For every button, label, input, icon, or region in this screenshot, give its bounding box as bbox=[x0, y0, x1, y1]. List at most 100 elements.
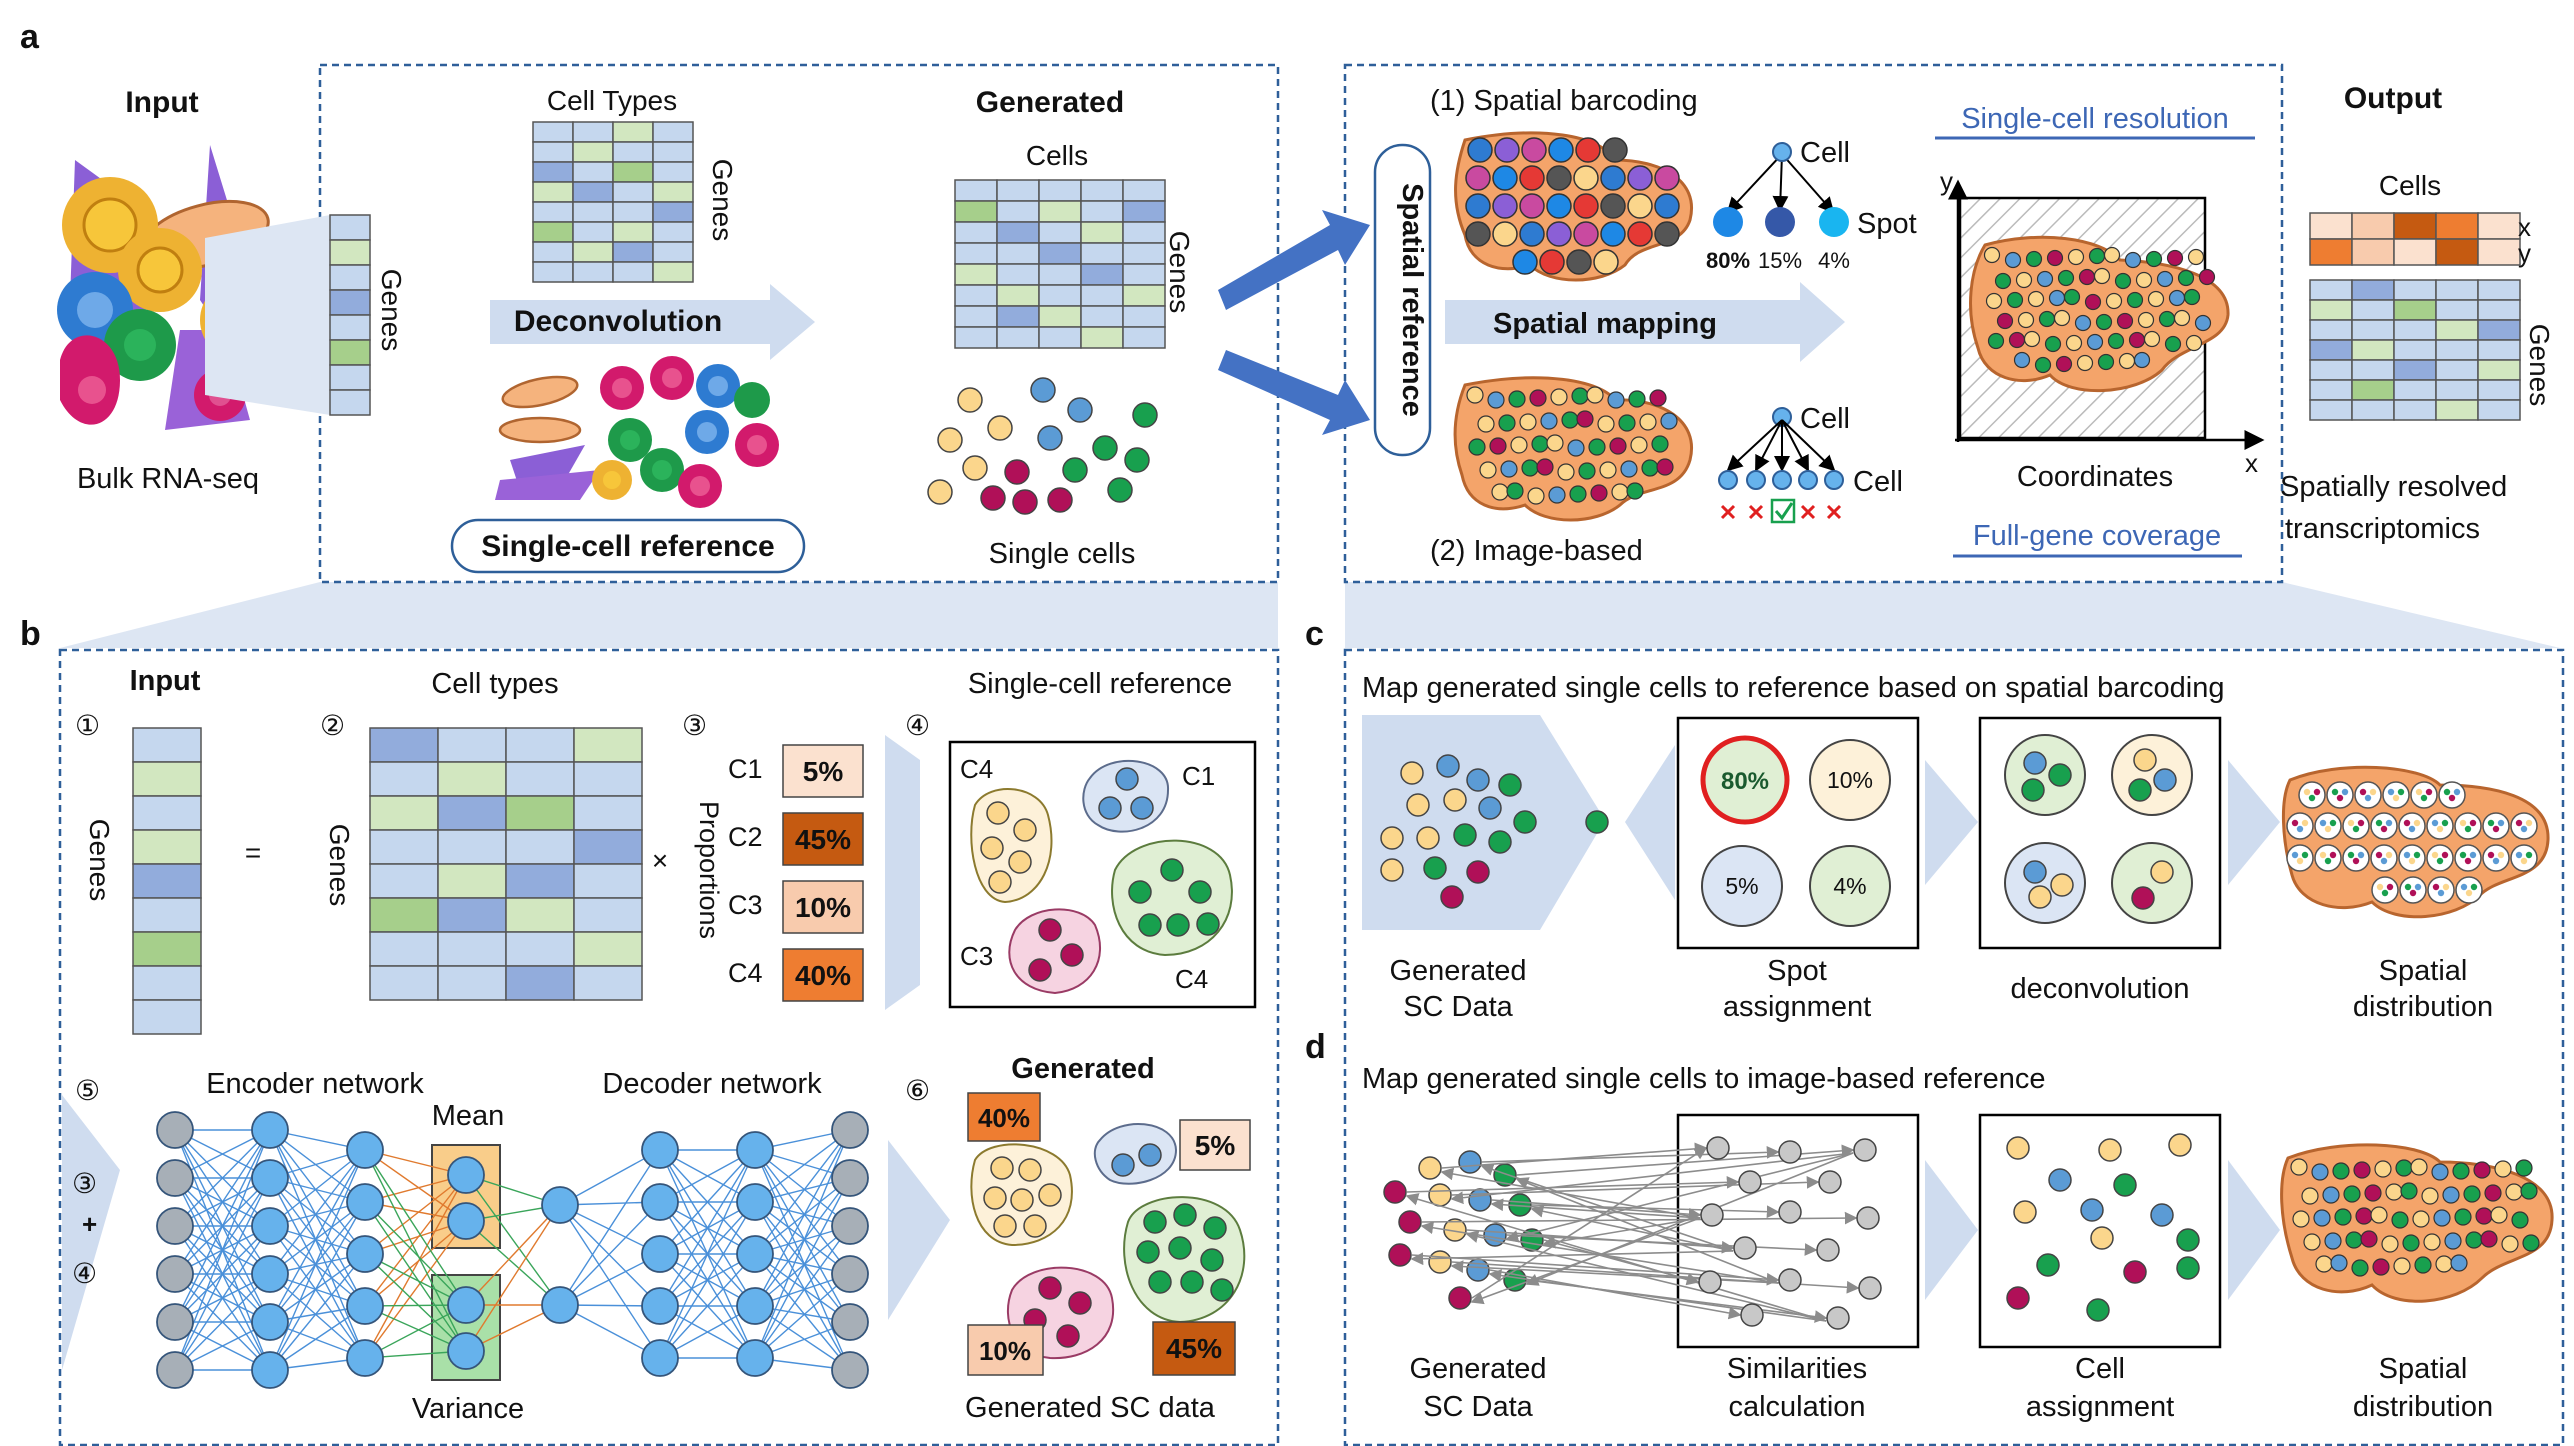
b-gen-chevron bbox=[888, 1140, 950, 1320]
zoom-band-b bbox=[60, 582, 1278, 648]
a-output-title: Output bbox=[2344, 82, 2442, 115]
a-pct-15: 15% bbox=[1758, 248, 1802, 273]
a-image-based-label: (2) Image-based bbox=[1430, 535, 1643, 567]
b-step-1: ① bbox=[75, 710, 100, 741]
image-based-tree bbox=[1718, 407, 1844, 490]
b-sc-reference: Single-cell reference bbox=[968, 668, 1232, 700]
b-vae-nodes bbox=[156, 1111, 869, 1389]
a-gen-genes-label: Genes bbox=[1164, 231, 1195, 314]
check-box-icon bbox=[1770, 498, 1796, 524]
c-title: Map generated single cells to reference … bbox=[1362, 672, 2225, 704]
a-sc-reference-label: Single-cell reference bbox=[481, 530, 774, 563]
a-cell-label-3: Cell bbox=[1853, 466, 1903, 498]
c-deconvolution: deconvolution bbox=[2011, 973, 2190, 1005]
c-spot-4-label: 4% bbox=[1833, 873, 1866, 899]
d-gen-line2: SC Data bbox=[1423, 1391, 1533, 1423]
barcoding-tree bbox=[1713, 142, 1849, 237]
d-sim-line2: calculation bbox=[1728, 1391, 1865, 1423]
a-full-gene: Full-gene coverage bbox=[1973, 520, 2221, 552]
a-spatial-reference-label: Spatial reference bbox=[1396, 183, 1428, 417]
d-assign-chevron bbox=[1925, 1160, 1978, 1300]
d-assign-line2: assignment bbox=[2026, 1391, 2174, 1423]
c-gen-line2: SC Data bbox=[1403, 991, 1513, 1023]
b-step-2: ② bbox=[320, 710, 345, 741]
c-dist-line1: Spatial bbox=[2379, 955, 2468, 987]
b-side-3: ③ bbox=[72, 1168, 97, 1199]
c-spot-5-label: 5% bbox=[1725, 873, 1758, 899]
barcoding-spots bbox=[1465, 137, 1680, 275]
c-spot-line2: assignment bbox=[1723, 991, 1871, 1023]
a-generated-matrix bbox=[954, 179, 1166, 349]
c-deconv-chevron bbox=[1925, 760, 1978, 885]
output-gene-matrix bbox=[2309, 279, 2521, 421]
a-spot-label: Spot bbox=[1857, 208, 1917, 240]
b-gen-box-40 bbox=[967, 1092, 1041, 1142]
c-spot-chevron bbox=[1625, 745, 1675, 900]
a-input-title: Input bbox=[125, 86, 198, 119]
a-cell-types-matrix bbox=[532, 121, 694, 283]
b-proportion-box bbox=[782, 880, 864, 934]
b-side-plus: + bbox=[82, 1209, 97, 1239]
b-input-title: Input bbox=[130, 665, 201, 697]
arrow-to-image-based bbox=[1218, 350, 1370, 435]
b-proportion-value: 10% bbox=[795, 892, 851, 923]
b-proportion-box bbox=[782, 812, 864, 866]
bulk-zoom-wedge bbox=[205, 215, 330, 415]
b-proportion-value: 45% bbox=[795, 824, 851, 855]
c-gen-cells bbox=[1380, 754, 1537, 909]
b-reference-clusters bbox=[970, 759, 1233, 995]
a-cell-types-label: Cell Types bbox=[547, 85, 677, 116]
frame-a-right bbox=[1343, 63, 2284, 584]
c-spot-line1: Spot bbox=[1767, 955, 1827, 987]
b-input-column bbox=[132, 727, 202, 1035]
b-gen-10: 10% bbox=[979, 1336, 1031, 1366]
a-cells-label: Cells bbox=[1026, 140, 1088, 171]
b-step-3: ③ bbox=[682, 710, 707, 741]
b-proportions: Proportions bbox=[694, 801, 724, 939]
c-dist-chevron bbox=[2228, 760, 2280, 885]
b-ref-c4b: C4 bbox=[1175, 964, 1208, 994]
b-decoder: Decoder network bbox=[602, 1068, 822, 1100]
b-gen-box-10 bbox=[967, 1324, 1044, 1376]
red-cross-icon bbox=[1720, 504, 1842, 520]
a-coordinates-label: Coordinates bbox=[2017, 461, 2173, 493]
c-spot-4 bbox=[1809, 845, 1891, 927]
b-generated-sc: Generated SC data bbox=[965, 1392, 1216, 1424]
b-step-4: ④ bbox=[905, 710, 930, 741]
panel-letter-c: c bbox=[1305, 615, 1324, 653]
a-bulk-label: Bulk RNA-seq bbox=[77, 463, 259, 495]
arrow-to-barcoding bbox=[1218, 210, 1370, 310]
b-side-4: ④ bbox=[72, 1258, 97, 1289]
a-spatial-mapping-label: Spatial mapping bbox=[1493, 308, 1717, 340]
frame-cd bbox=[1343, 648, 2565, 1446]
b-proportion-type: C2 bbox=[728, 822, 763, 852]
a-out-x: x bbox=[2518, 212, 2531, 242]
a-single-cells-label: Single cells bbox=[989, 538, 1136, 570]
d-dist-dots bbox=[2290, 1158, 2540, 1277]
spatial-reference-pill bbox=[1373, 143, 1432, 457]
b-step-5: ⑤ bbox=[75, 1075, 100, 1106]
bulk-gene-column bbox=[329, 214, 371, 416]
b-gen-box-45 bbox=[1152, 1321, 1236, 1376]
b-genes-b: Genes bbox=[324, 824, 355, 907]
b-proportion-value: 5% bbox=[803, 756, 844, 787]
coordinates-dots bbox=[1983, 246, 2216, 374]
c-spot-80-label: 80% bbox=[1721, 768, 1769, 795]
a-cell-label-2: Cell bbox=[1800, 403, 1850, 435]
c-spot-10-label: 10% bbox=[1827, 767, 1873, 793]
b-step-6: ⑥ bbox=[905, 1075, 930, 1106]
output-coordinate-rows bbox=[2309, 212, 2521, 266]
c-spot-5 bbox=[1701, 845, 1783, 927]
a-out-y: y bbox=[2518, 238, 2531, 268]
b-mean: Mean bbox=[432, 1100, 505, 1132]
b-genes-a: Genes bbox=[84, 819, 115, 902]
b-proportion-list: C1 5% C2 45% C3 10% C4 40% bbox=[728, 744, 864, 1002]
a-pct-4: 4% bbox=[1818, 248, 1850, 273]
c-dist-spots bbox=[2286, 781, 2538, 904]
a-generated-title: Generated bbox=[976, 86, 1124, 119]
a-y-axis-label: y bbox=[1940, 166, 1953, 196]
d-sim-gray-cells bbox=[1698, 1136, 1882, 1330]
d-sim-lines bbox=[1405, 1142, 1860, 1323]
zoom-band-c bbox=[1345, 582, 2560, 648]
